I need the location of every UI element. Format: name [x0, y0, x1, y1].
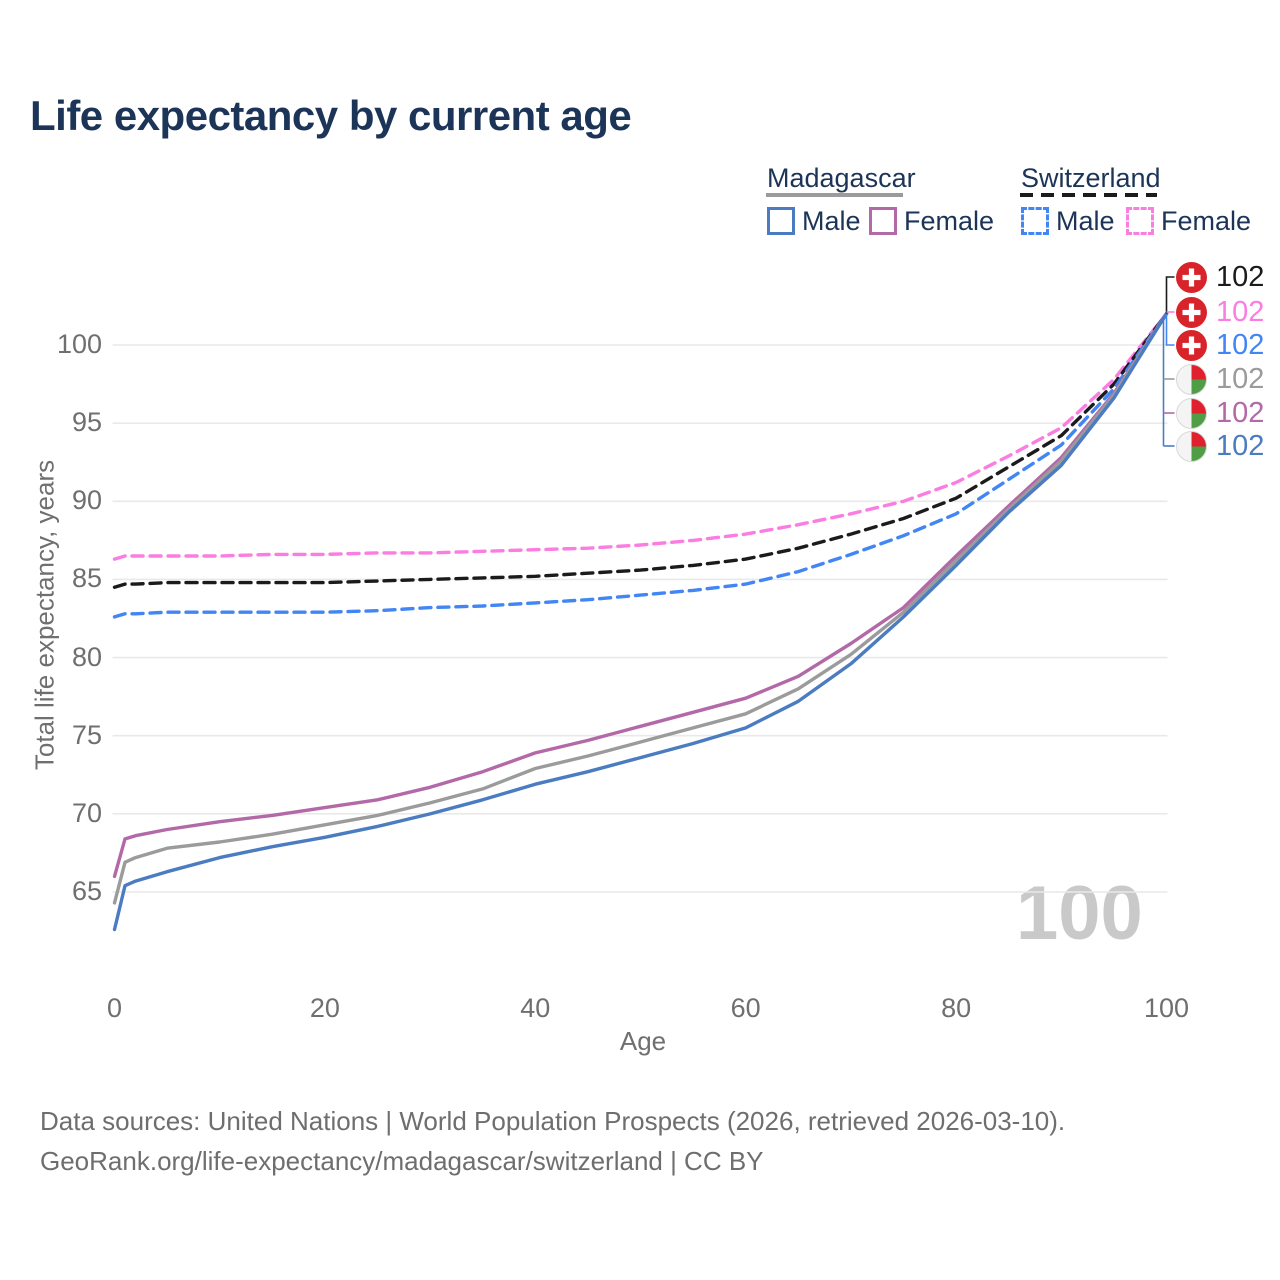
series-line-switzerland-total — [112, 312, 1169, 589]
legend-swatch-madagascar-male[interactable] — [767, 207, 795, 235]
y-tick-label-70: 70 — [71, 797, 102, 828]
series-line-madagascar-total — [112, 312, 1169, 905]
legend-label-switzerland-female[interactable]: Female — [1161, 206, 1252, 236]
x-tick-label-20: 20 — [309, 993, 340, 1023]
end-value-row-switzerland-total: 102 — [1176, 260, 1264, 294]
page-title: Life expectancy by current age — [30, 92, 632, 139]
end-value-row-madagascar-male: 102 — [1176, 429, 1264, 463]
legend-country-madagascar: Madagascar — [767, 163, 916, 193]
end-value-text: 102 — [1216, 362, 1265, 395]
legend-madagascar-line-sample — [766, 193, 903, 197]
end-value-text: 102 — [1216, 328, 1265, 361]
end-value-row-madagascar-female: 102 — [1176, 396, 1264, 430]
switzerland-flag-icon — [1176, 329, 1207, 361]
y-tick-label-65: 65 — [71, 876, 102, 906]
leader-line — [1165, 313, 1175, 346]
x-tick-label-100: 100 — [1143, 993, 1190, 1023]
legend-swatch-switzerland-male[interactable] — [1021, 207, 1049, 235]
end-value-row-switzerland-female: 102 — [1176, 295, 1264, 329]
footer-attribution: GeoRank.org/life-expectancy/madagascar/s… — [40, 1146, 764, 1176]
x-tick-label-60: 60 — [730, 993, 761, 1023]
footer-data-sources: Data sources: United Nations | World Pop… — [40, 1106, 1066, 1136]
legend-swatch-switzerland-female[interactable] — [1126, 207, 1154, 235]
x-tick-label-80: 80 — [941, 993, 972, 1023]
x-tick-label-0: 0 — [106, 993, 123, 1023]
end-value-text: 102 — [1216, 295, 1265, 328]
legend-swatch-madagascar-female[interactable] — [869, 207, 897, 235]
x-tick-label-40: 40 — [520, 993, 551, 1023]
end-value-text: 102 — [1216, 260, 1265, 293]
series-line-switzerland-male — [112, 312, 1169, 619]
switzerland-flag-icon — [1176, 296, 1207, 328]
series-line-madagascar-female — [112, 312, 1169, 879]
series-line-switzerland-female — [112, 312, 1169, 561]
y-tick-label-100: 100 — [56, 329, 102, 359]
y-tick-label-85: 85 — [71, 563, 102, 594]
end-value-row-switzerland-male: 102 — [1176, 328, 1264, 362]
leader-line — [1165, 276, 1175, 314]
legend-switzerland-line-sample — [1020, 193, 1157, 197]
y-tick-label-90: 90 — [71, 485, 102, 516]
end-value-row-madagascar-total: 102 — [1176, 362, 1264, 396]
legend-label-madagascar-female[interactable]: Female — [904, 206, 995, 236]
legend-label-madagascar-male[interactable]: Male — [802, 206, 861, 236]
madagascar-flag-icon — [1176, 397, 1207, 429]
madagascar-flag-icon — [1176, 363, 1207, 395]
series-line-madagascar-male — [112, 312, 1169, 932]
x-axis-title: Age — [619, 1026, 667, 1056]
madagascar-flag-icon — [1176, 430, 1207, 462]
end-value-text: 102 — [1216, 396, 1265, 429]
y-tick-label-75: 75 — [71, 719, 102, 750]
y-tick-label-80: 80 — [71, 641, 102, 672]
watermark-age-100: 100 — [1016, 871, 1143, 956]
switzerland-flag-icon — [1176, 261, 1207, 293]
end-value-text: 102 — [1216, 429, 1265, 462]
legend-country-switzerland: Switzerland — [1021, 163, 1161, 193]
y-tick-label-95: 95 — [71, 407, 102, 438]
legend-label-switzerland-male[interactable]: Male — [1056, 206, 1115, 236]
